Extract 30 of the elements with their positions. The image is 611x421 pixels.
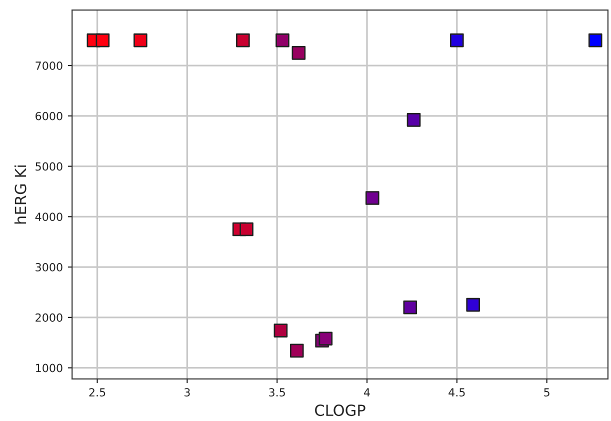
x-tick-label: 2.5 bbox=[89, 388, 106, 397]
x-tick-label: 3 bbox=[184, 388, 190, 397]
point bbox=[96, 33, 110, 48]
point bbox=[240, 222, 254, 236]
point bbox=[290, 344, 304, 358]
point bbox=[236, 33, 250, 48]
point bbox=[365, 191, 380, 205]
point bbox=[134, 33, 148, 48]
point bbox=[292, 46, 306, 60]
y-tick-label: 4000 bbox=[35, 212, 62, 222]
y-tick-label: 5000 bbox=[36, 162, 62, 171]
y-tick-label: 7000 bbox=[36, 62, 62, 70]
x-tick-label: 5 bbox=[544, 388, 550, 397]
y-tick-label: 3000 bbox=[36, 263, 62, 272]
point bbox=[276, 33, 290, 48]
x-tick-label: 4 bbox=[364, 388, 370, 396]
point bbox=[403, 300, 418, 314]
y-axis-title: hERG Ki bbox=[14, 165, 26, 224]
x-axis-title: CLOGP bbox=[315, 404, 366, 416]
y-tick-label: 6000 bbox=[36, 112, 62, 120]
point bbox=[406, 113, 421, 127]
point bbox=[274, 324, 288, 338]
point bbox=[466, 298, 480, 312]
point bbox=[450, 33, 464, 48]
point bbox=[588, 33, 602, 48]
x-tick-label: 3.5 bbox=[269, 388, 285, 397]
y-tick-label: 1000 bbox=[36, 364, 62, 372]
point bbox=[318, 332, 333, 346]
x-tick-label: 4.5 bbox=[448, 388, 465, 397]
y-tick-label: 2000 bbox=[36, 313, 62, 322]
